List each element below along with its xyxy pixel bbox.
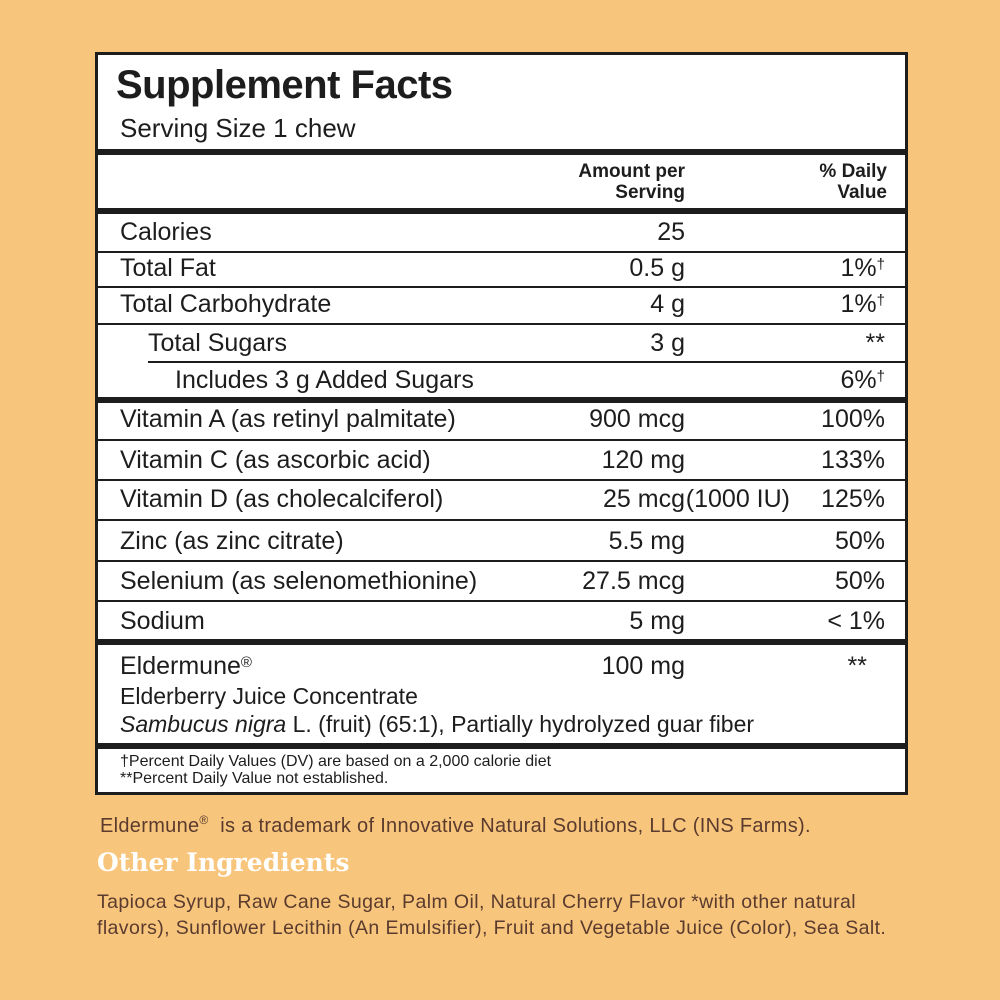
divider-thin: [98, 600, 905, 602]
blend-ingredients-rest: L. (fruit) (65:1), Partially hydrolyzed …: [286, 711, 755, 737]
nutrient-name: Vitamin C (as ascorbic acid): [120, 446, 431, 474]
dv-value: 6%: [840, 366, 877, 394]
blend-description: Elderberry Juice Concentrate: [120, 683, 418, 709]
nutrient-daily-value: 50%: [834, 567, 885, 595]
nutrient-name: Vitamin D (as cholecalciferol): [120, 485, 444, 513]
nutrient-row-calories: Calories 25: [98, 215, 905, 249]
divider-thick: [98, 149, 905, 155]
trademark-text: is a trademark of Innovative Natural Sol…: [208, 815, 811, 837]
dagger-mark: †: [876, 256, 885, 273]
nutrient-row-vitamin-a: Vitamin A (as retinyl palmitate) 900 mcg…: [98, 402, 905, 436]
nutrient-amount: 27.5 mcg: [582, 567, 685, 595]
footnote-not-established: **Percent Daily Value not established.: [120, 770, 389, 787]
nutrient-row-total-carbohydrate: Total Carbohydrate 4 g 1%†: [98, 287, 905, 321]
dagger-mark: †: [876, 368, 885, 385]
nutrient-name: Sodium: [120, 607, 205, 635]
nutrient-daily-value: 6%†: [841, 363, 885, 397]
nutrient-daily-value: 133%: [821, 446, 885, 474]
nutrient-row-added-sugars: Includes 3 g Added Sugars 6%†: [98, 363, 905, 397]
nutrient-name: Vitamin A (as retinyl palmitate): [120, 405, 456, 433]
nutrient-daily-value: 50%: [834, 527, 885, 555]
nutrient-amount: 0.5 g: [629, 254, 685, 282]
nutrient-name: Zinc (as zinc citrate): [120, 527, 344, 555]
blend-ingredients: Sambucus nigra L. (fruit) (65:1), Partia…: [120, 711, 754, 738]
nutrient-amount: 900 mcg: [589, 405, 685, 433]
nutrient-amount: 3 g: [650, 329, 685, 357]
nutrient-daily-value: 125%: [821, 485, 885, 513]
nutrient-name: Selenium (as selenomethionine): [120, 567, 478, 595]
nutrient-amount: 4 g: [650, 290, 685, 318]
divider-thin: [98, 519, 905, 521]
divider-thick: [98, 397, 905, 403]
footnote-dv: †Percent Daily Values (DV) are based on …: [120, 753, 552, 770]
amount-per-serving-header: Amount per Serving: [578, 161, 685, 203]
nutrient-daily-value: < 1%: [827, 607, 885, 635]
blend-name-text: Eldermune: [120, 652, 241, 680]
nutrient-name: Total Fat: [120, 254, 216, 282]
registered-mark: ®: [199, 813, 209, 827]
nutrient-daily-value: 1%†: [841, 251, 885, 285]
nutrient-name: Total Carbohydrate: [120, 290, 332, 318]
dv-value: 1%: [840, 254, 877, 282]
dv-value: 1%: [840, 290, 877, 318]
divider-thick: [98, 208, 905, 214]
nutrient-row-total-fat: Total Fat 0.5 g 1%†: [98, 251, 905, 285]
other-ingredients-text: Tapioca Syrup, Raw Cane Sugar, Palm Oil,…: [97, 891, 887, 939]
nutrient-amount: 25: [657, 218, 685, 246]
blend-row-eldermune: Eldermune® 100 mg **: [98, 649, 905, 683]
dv-header-line1: % Daily: [819, 161, 887, 182]
nutrient-daily-value: 1%†: [841, 287, 885, 321]
divider-thin: [98, 560, 905, 562]
nutrient-row-vitamin-c: Vitamin C (as ascorbic acid) 120 mg 133%: [98, 443, 905, 477]
divider-thin: [98, 286, 905, 288]
nutrient-amount: 5.5 mg: [608, 527, 685, 555]
divider-thin: [148, 361, 905, 363]
divider-thick: [98, 639, 905, 645]
nutrient-daily-value: 100%: [821, 405, 885, 433]
divider-thick: [98, 743, 905, 749]
nutrient-row-total-sugars: Total Sugars 3 g **: [98, 326, 905, 360]
divider-thin: [98, 251, 905, 253]
amount-header-line2: Serving: [615, 182, 685, 203]
nutrient-row-selenium: Selenium (as selenomethionine) 27.5 mcg …: [98, 564, 905, 598]
nutrient-amount: 25 mcg: [603, 485, 685, 513]
nutrient-name: Total Sugars: [148, 329, 287, 357]
nutrient-daily-value: **: [865, 329, 885, 357]
trademark-brand: Eldermune: [100, 815, 200, 837]
nutrient-name: Calories: [120, 218, 212, 246]
nutrient-row-vitamin-d: Vitamin D (as cholecalciferol) 25 mcg (1…: [98, 482, 905, 516]
amount-header-line1: Amount per: [578, 161, 685, 182]
blend-name: Eldermune®: [120, 649, 252, 683]
other-ingredients-title: Other Ingredients: [97, 848, 350, 877]
panel-title: Supplement Facts: [116, 63, 453, 107]
latin-name: Sambucus nigra: [120, 711, 287, 737]
blend-amount: 100 mg: [601, 652, 685, 680]
divider-thin: [98, 479, 905, 481]
nutrient-amount-iu: (1000 IU): [685, 485, 790, 513]
divider-thin: [98, 439, 905, 441]
nutrient-row-zinc: Zinc (as zinc citrate) 5.5 mg 50%: [98, 524, 905, 558]
registered-mark: ®: [240, 654, 252, 671]
serving-size: Serving Size 1 chew: [120, 113, 356, 143]
dagger-mark: †: [876, 292, 885, 309]
daily-value-header: % Daily Value: [819, 161, 887, 203]
trademark-notice: Eldermune® is a trademark of Innovative …: [100, 813, 811, 838]
supplement-facts-panel: Supplement Facts Serving Size 1 chew Amo…: [95, 52, 908, 795]
nutrient-amount: 5 mg: [629, 607, 685, 635]
blend-daily-value: **: [847, 652, 867, 680]
nutrient-amount: 120 mg: [601, 446, 685, 474]
nutrient-row-sodium: Sodium 5 mg < 1%: [98, 604, 905, 638]
divider-thin: [98, 323, 905, 325]
nutrient-name: Includes 3 g Added Sugars: [175, 366, 474, 394]
dv-header-line2: Value: [837, 182, 887, 203]
